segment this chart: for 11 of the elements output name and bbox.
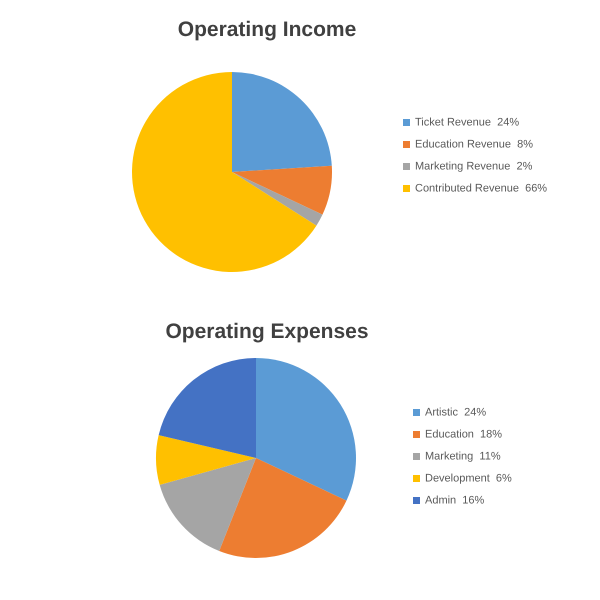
chart-title: Operating Income xyxy=(178,18,356,41)
legend-label: Contributed Revenue 66% xyxy=(415,182,548,194)
legend-label: Marketing 11% xyxy=(425,450,501,462)
legend-label: Education Revenue 8% xyxy=(415,138,534,150)
chart-title: Operating Expenses xyxy=(165,320,369,343)
legend-label: Admin 16% xyxy=(425,494,485,506)
legend-label: Development 6% xyxy=(425,472,512,484)
legend-label: Artistic 24% xyxy=(425,406,486,418)
legend-label: Marketing Revenue 2% xyxy=(415,160,533,172)
legend-label: Education 18% xyxy=(425,428,502,440)
legend-label: Ticket Revenue 24% xyxy=(415,116,520,128)
